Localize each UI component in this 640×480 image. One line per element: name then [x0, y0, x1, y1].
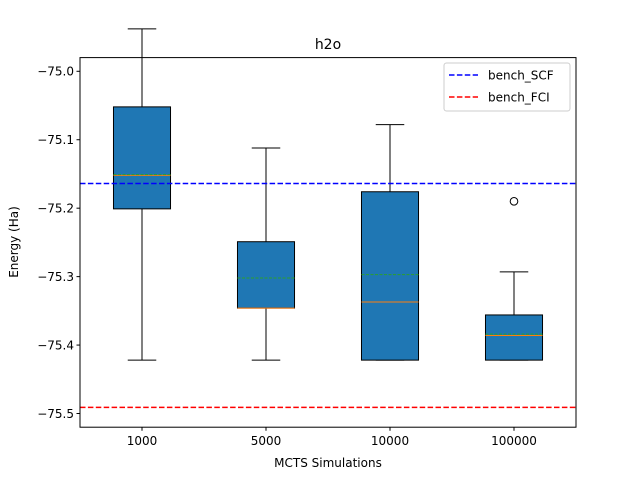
plot-area [80, 28, 576, 409]
outlier-point [509, 197, 519, 206]
legend-label-bench_SCF: bench_SCF [488, 68, 554, 82]
x-tick-label: 10000 [371, 434, 409, 448]
x-axis: 1000 5000 10000 100000 [127, 427, 537, 448]
y-tick-label: −75.5 [37, 407, 74, 421]
box-10000 [360, 124, 420, 361]
box-iqr [484, 314, 544, 361]
box-iqr [236, 241, 296, 309]
axes-frame [79, 57, 577, 428]
legend-label-bench_FCI: bench_FCI [488, 90, 550, 104]
legend: bench_SCF bench_FCI [443, 62, 571, 112]
x-tick-label: 1000 [127, 434, 158, 448]
box-1000 [112, 28, 172, 361]
y-axis-label: Energy (Ha) [7, 206, 21, 278]
y-tick-label: −75.3 [37, 270, 74, 284]
y-tick-label: −75.2 [37, 201, 74, 215]
y-tick-label: −75.1 [37, 133, 74, 147]
x-tick-label: 100000 [491, 434, 537, 448]
y-axis: −75.0 −75.1 −75.2 −75.3 −75.4 −75.5 [37, 65, 80, 421]
x-tick-label: 5000 [251, 434, 282, 448]
box-iqr [112, 106, 172, 210]
y-tick-label: −75.0 [37, 65, 74, 79]
x-axis-label: MCTS Simulations [274, 456, 382, 470]
chart-title: h2o [315, 37, 341, 53]
box-5000 [236, 147, 296, 361]
box-100000 [484, 197, 544, 361]
y-tick-label: −75.4 [37, 338, 74, 352]
box-iqr [360, 191, 420, 361]
